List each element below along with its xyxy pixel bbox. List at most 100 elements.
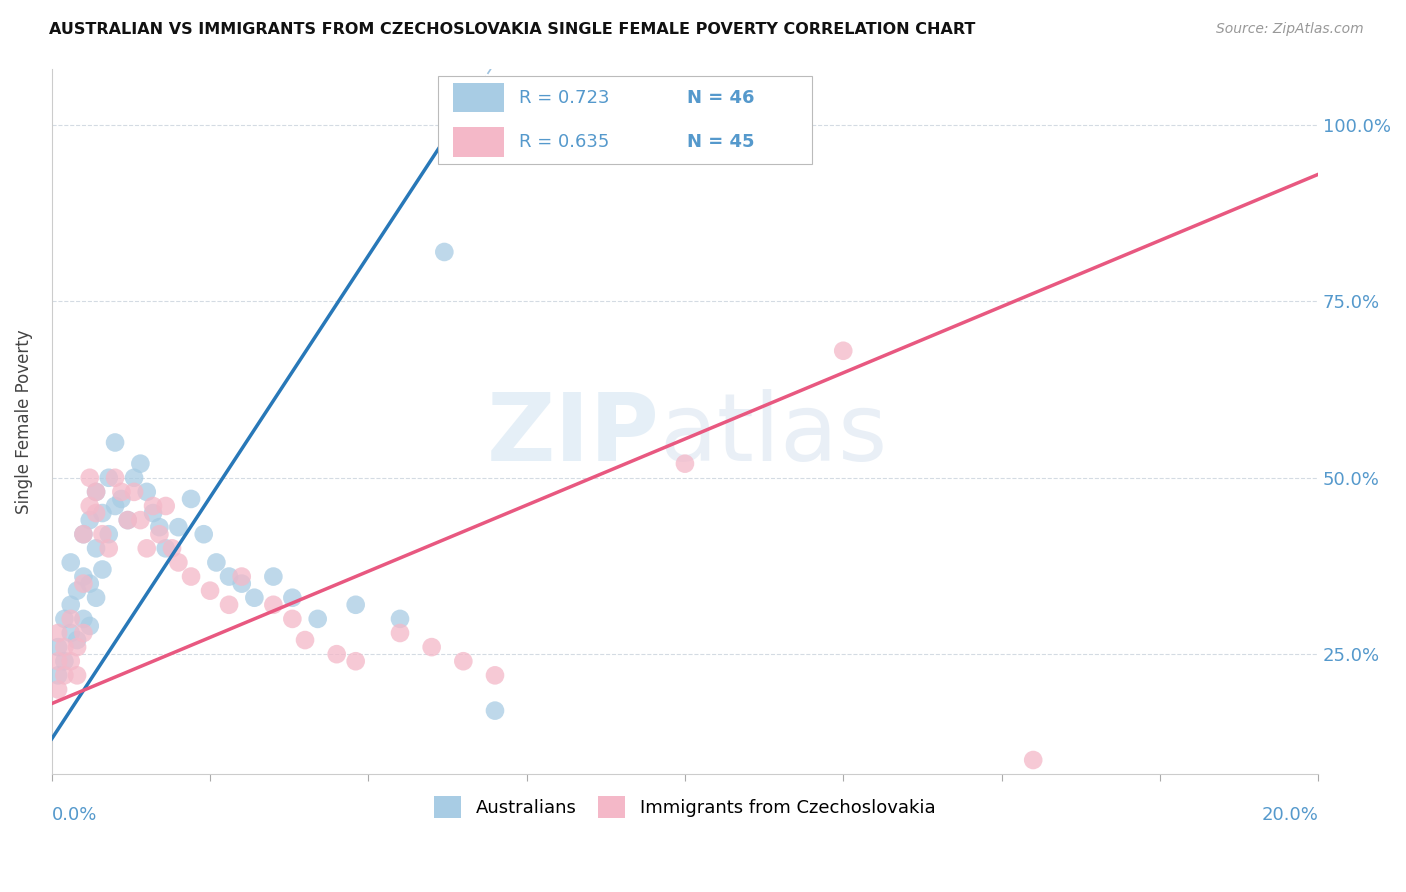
Point	[97, 541, 120, 556]
Point	[104, 471, 127, 485]
Text: N = 45: N = 45	[688, 133, 755, 151]
Point	[135, 484, 157, 499]
Point	[122, 471, 145, 485]
Text: ZIP: ZIP	[486, 390, 659, 482]
Point	[66, 640, 89, 654]
Point	[46, 640, 69, 654]
Point	[148, 527, 170, 541]
Point	[46, 682, 69, 697]
Point	[262, 569, 284, 583]
Point	[1022, 753, 1045, 767]
Point	[388, 626, 411, 640]
Point	[142, 506, 165, 520]
Point	[160, 541, 183, 556]
Point	[53, 668, 76, 682]
Point	[388, 612, 411, 626]
Point	[84, 591, 107, 605]
Point	[148, 520, 170, 534]
Point	[59, 654, 82, 668]
Point	[433, 244, 456, 259]
Point	[66, 583, 89, 598]
Point	[117, 513, 139, 527]
Point	[59, 598, 82, 612]
Point	[420, 640, 443, 654]
FancyBboxPatch shape	[453, 83, 503, 112]
Point	[72, 527, 94, 541]
Y-axis label: Single Female Poverty: Single Female Poverty	[15, 329, 32, 514]
Point	[97, 471, 120, 485]
Point	[155, 541, 177, 556]
Point	[484, 704, 506, 718]
Point	[180, 569, 202, 583]
Point	[155, 499, 177, 513]
Point	[231, 569, 253, 583]
Text: R = 0.635: R = 0.635	[519, 133, 609, 151]
FancyBboxPatch shape	[453, 127, 503, 156]
Point	[110, 484, 132, 499]
Legend: Australians, Immigrants from Czechoslovakia: Australians, Immigrants from Czechoslova…	[427, 789, 943, 825]
Text: 20.0%: 20.0%	[1261, 806, 1319, 824]
Point	[281, 612, 304, 626]
Point	[193, 527, 215, 541]
Point	[104, 499, 127, 513]
Point	[66, 668, 89, 682]
Point	[122, 484, 145, 499]
Point	[104, 435, 127, 450]
Point	[231, 576, 253, 591]
Point	[97, 527, 120, 541]
Point	[243, 591, 266, 605]
Point	[135, 541, 157, 556]
Point	[218, 569, 240, 583]
Point	[262, 598, 284, 612]
Point	[344, 654, 367, 668]
Point	[180, 491, 202, 506]
Point	[72, 626, 94, 640]
Point	[79, 513, 101, 527]
Point	[484, 668, 506, 682]
Point	[72, 569, 94, 583]
Point	[72, 576, 94, 591]
Point	[167, 520, 190, 534]
Point	[129, 513, 152, 527]
Point	[53, 612, 76, 626]
Point	[84, 506, 107, 520]
Point	[59, 612, 82, 626]
Text: atlas: atlas	[659, 390, 887, 482]
Point	[84, 484, 107, 499]
Point	[46, 654, 69, 668]
Point	[344, 598, 367, 612]
Point	[91, 562, 114, 576]
Text: AUSTRALIAN VS IMMIGRANTS FROM CZECHOSLOVAKIA SINGLE FEMALE POVERTY CORRELATION C: AUSTRALIAN VS IMMIGRANTS FROM CZECHOSLOV…	[49, 22, 976, 37]
Point	[84, 541, 107, 556]
Point	[205, 556, 228, 570]
Point	[91, 506, 114, 520]
Point	[453, 654, 475, 668]
Point	[281, 591, 304, 605]
Point	[79, 471, 101, 485]
Point	[142, 499, 165, 513]
Point	[325, 647, 347, 661]
Point	[832, 343, 855, 358]
Point	[218, 598, 240, 612]
Point	[129, 457, 152, 471]
Point	[59, 626, 82, 640]
Point	[91, 527, 114, 541]
Point	[72, 527, 94, 541]
Point	[59, 556, 82, 570]
Text: 0.0%: 0.0%	[52, 806, 97, 824]
Text: Source: ZipAtlas.com: Source: ZipAtlas.com	[1216, 22, 1364, 37]
Point	[79, 499, 101, 513]
Point	[72, 612, 94, 626]
Point	[53, 640, 76, 654]
Point	[46, 668, 69, 682]
Point	[46, 626, 69, 640]
Point	[66, 633, 89, 648]
Point	[53, 654, 76, 668]
FancyBboxPatch shape	[439, 76, 811, 164]
Point	[110, 491, 132, 506]
Point	[79, 576, 101, 591]
Point	[84, 484, 107, 499]
Point	[167, 556, 190, 570]
Point	[673, 457, 696, 471]
Point	[307, 612, 329, 626]
